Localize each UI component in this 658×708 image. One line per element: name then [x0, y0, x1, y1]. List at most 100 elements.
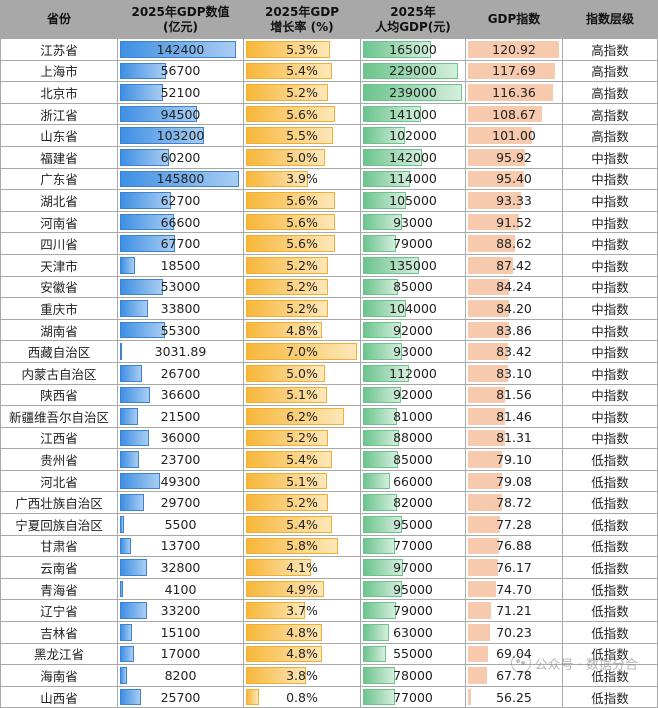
- growth-cell-bar: [246, 667, 306, 684]
- table-row: 吉林省 15100 4.8% 63000 70.23 低指数: [0, 621, 658, 644]
- province-cell: 河北省: [0, 469, 118, 493]
- table-row: 湖南省 55300 4.8% 92000 83.86 中指数: [0, 318, 658, 342]
- growth-cell-bar: [246, 559, 311, 576]
- tier-cell: 中指数: [562, 275, 658, 299]
- percap-cell: 82000: [360, 491, 466, 515]
- gdp-cell-value: 8200: [164, 668, 197, 684]
- table-row: 广西壮族自治区 29700 5.2% 82000 78.72 低指数: [0, 491, 658, 515]
- index-cell: 79.10: [465, 448, 563, 471]
- growth-cell-bar: [246, 602, 305, 620]
- index-cell: 81.31: [465, 426, 563, 450]
- province-cell: 河南省: [0, 210, 118, 234]
- province-cell: 甘肃省: [0, 534, 118, 558]
- header-gdp: 2025年GDP数值 (亿元): [117, 0, 244, 39]
- table-row: 江西省 36000 5.2% 88000 81.31 中指数: [0, 426, 658, 450]
- percap-cell-bar: [363, 624, 389, 641]
- province-cell: 贵州省: [0, 448, 118, 471]
- index-cell-bar: [468, 386, 505, 404]
- percap-cell: 85000: [360, 448, 466, 471]
- index-cell-bar: [468, 278, 509, 296]
- growth-cell: 5.2%: [243, 81, 361, 104]
- tier-cell: 中指数: [562, 210, 658, 234]
- gdp-cell-bar: [120, 300, 148, 317]
- table-row: 青海省 4100 4.9% 95000 74.70 低指数: [0, 577, 658, 601]
- table-row: 云南省 32800 4.1% 97000 76.17 低指数: [0, 556, 658, 579]
- index-cell-bar: [468, 213, 519, 231]
- percap-cell-bar: [363, 41, 431, 58]
- gdp-cell-bar: [120, 559, 147, 576]
- province-cell: 天津市: [0, 253, 118, 277]
- tier-cell: 中指数: [562, 361, 658, 385]
- tier-cell: 中指数: [562, 167, 658, 191]
- index-cell: 117.69: [465, 59, 563, 83]
- growth-cell: 5.6%: [243, 210, 361, 234]
- index-cell-bar: [468, 170, 524, 188]
- percap-cell-bar: [363, 688, 395, 706]
- index-cell: 71.21: [465, 599, 563, 623]
- percap-cell-value: 85000: [393, 452, 433, 468]
- index-cell: 70.23: [465, 621, 563, 644]
- header-row: 省份 2025年GDP数值 (亿元) 2025年GDP 增长率 (%) 2025年人…: [0, 0, 658, 39]
- index-cell-value: 108.67: [492, 106, 536, 122]
- gdp-cell: 66600: [117, 210, 244, 234]
- percap-cell-value: 112000: [389, 365, 437, 381]
- index-cell-value: 79.08: [496, 473, 532, 489]
- percap-cell-value: 66000: [393, 473, 433, 489]
- gdp-cell-bar: [120, 256, 135, 274]
- growth-cell-bar: [246, 170, 308, 188]
- tier-cell: 中指数: [562, 383, 658, 407]
- percap-cell: 92000: [360, 318, 466, 342]
- percap-cell-value: 239000: [389, 84, 437, 100]
- gdp-cell: 56700: [117, 59, 244, 83]
- index-cell: 95.40: [465, 167, 563, 191]
- gdp-cell-value: 145800: [156, 171, 205, 187]
- gdp-cell-value: 13700: [160, 538, 201, 554]
- percap-cell: 55000: [360, 642, 466, 666]
- index-cell: 95.92: [465, 145, 563, 169]
- percap-cell-value: 93000: [393, 344, 433, 360]
- table-row: 山东省 103200 5.5% 102000 101.00 高指数: [0, 124, 658, 147]
- gdp-cell: 53000: [117, 275, 244, 299]
- gdp-cell-bar: [120, 148, 169, 166]
- growth-cell-bar: [246, 278, 328, 296]
- growth-cell: 5.2%: [243, 426, 361, 450]
- percap-cell-value: 142000: [389, 149, 437, 165]
- tier-cell: 高指数: [562, 81, 658, 104]
- percap-cell-value: 102000: [389, 128, 437, 144]
- growth-cell: 7.0%: [243, 340, 361, 363]
- percap-cell-value: 93000: [393, 214, 433, 230]
- province-cell: 福建省: [0, 145, 118, 169]
- province-cell: 重庆市: [0, 297, 118, 320]
- gdp-cell-value: 66600: [160, 214, 201, 230]
- growth-cell: 4.1%: [243, 556, 361, 579]
- header-growth-line2: 增长率 (%): [270, 19, 334, 34]
- index-cell: 74.70: [465, 577, 563, 601]
- index-cell-value: 116.36: [492, 84, 536, 100]
- growth-cell: 5.6%: [243, 102, 361, 126]
- gdp-cell: 3031.89: [117, 340, 244, 363]
- header-percap-line1: 2025年: [390, 4, 436, 19]
- growth-cell: 5.2%: [243, 297, 361, 320]
- index-cell-value: 120.92: [492, 41, 536, 57]
- growth-cell-value: 5.0%: [286, 365, 318, 381]
- index-cell-bar: [468, 300, 509, 317]
- growth-cell: 5.1%: [243, 383, 361, 407]
- index-cell-value: 83.10: [496, 365, 532, 381]
- header-province: 省份: [0, 0, 118, 39]
- index-cell-bar: [468, 105, 542, 123]
- index-cell-value: 81.46: [496, 408, 532, 424]
- percap-cell: 142000: [360, 145, 466, 169]
- growth-cell-value: 3.9%: [286, 171, 318, 187]
- growth-cell-bar: [246, 84, 328, 101]
- growth-cell: 5.4%: [243, 513, 361, 536]
- growth-cell-bar: [246, 688, 259, 706]
- growth-cell-bar: [246, 300, 328, 317]
- percap-cell: 93000: [360, 210, 466, 234]
- growth-cell-bar: [246, 386, 327, 404]
- gdp-cell-bar: [120, 472, 160, 490]
- gdp-cell: 49300: [117, 469, 244, 493]
- growth-cell-bar: [246, 256, 328, 274]
- province-cell: 黑龙江省: [0, 642, 118, 666]
- percap-cell: 81000: [360, 405, 466, 428]
- percap-cell-bar: [363, 192, 406, 209]
